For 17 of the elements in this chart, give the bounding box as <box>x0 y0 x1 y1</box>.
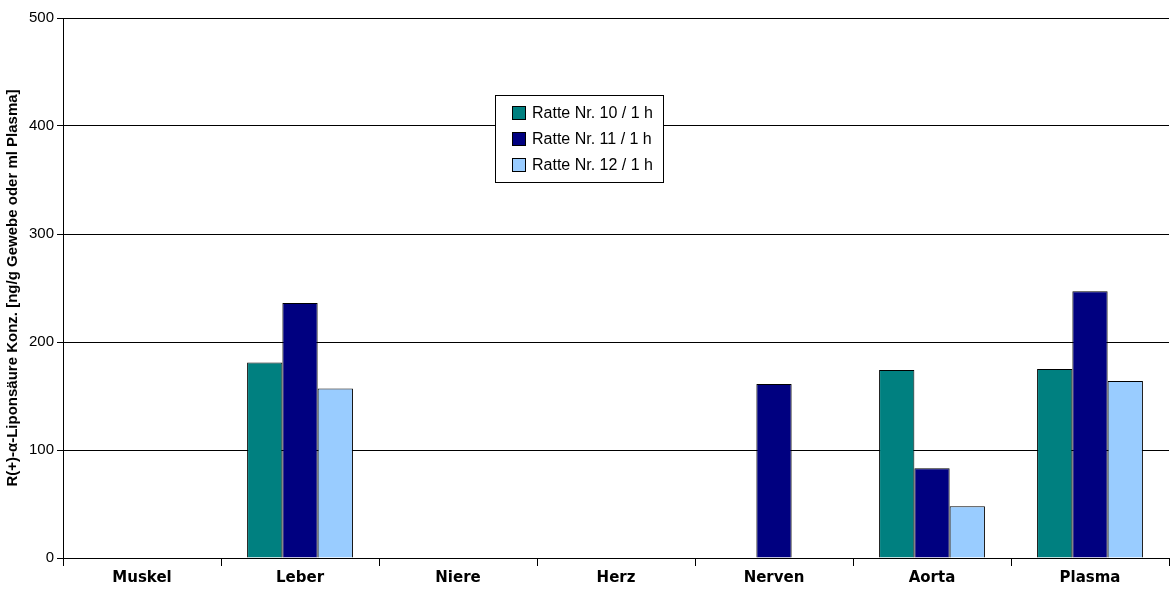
x-tick-label: Niere <box>435 567 481 586</box>
legend-label: Ratte Nr. 12 / 1 h <box>532 156 653 174</box>
y-tick-label: 200 <box>29 332 55 350</box>
legend-label: Ratte Nr. 10 / 1 h <box>532 104 653 122</box>
y-tick-label: 500 <box>29 8 55 26</box>
y-tick-label: 100 <box>29 440 55 458</box>
y-tick-label: 0 <box>45 548 55 566</box>
x-tick-label: Muskel <box>112 567 172 586</box>
x-tick-label: Leber <box>276 567 325 586</box>
legend-label: Ratte Nr. 11 / 1 h <box>532 130 652 148</box>
x-tick-label: Aorta <box>908 567 956 586</box>
y-tick-label: 400 <box>29 116 55 134</box>
y-axis-title: R(+)-α-Liponsäure Konz. [ng/g Gewebe oder ml Plasma] <box>3 89 21 487</box>
x-tick-label: Plasma <box>1059 567 1121 586</box>
y-tick-label: 300 <box>29 224 55 242</box>
x-tick-label: Nerven <box>743 567 805 586</box>
x-tick-label: Herz <box>596 567 636 586</box>
